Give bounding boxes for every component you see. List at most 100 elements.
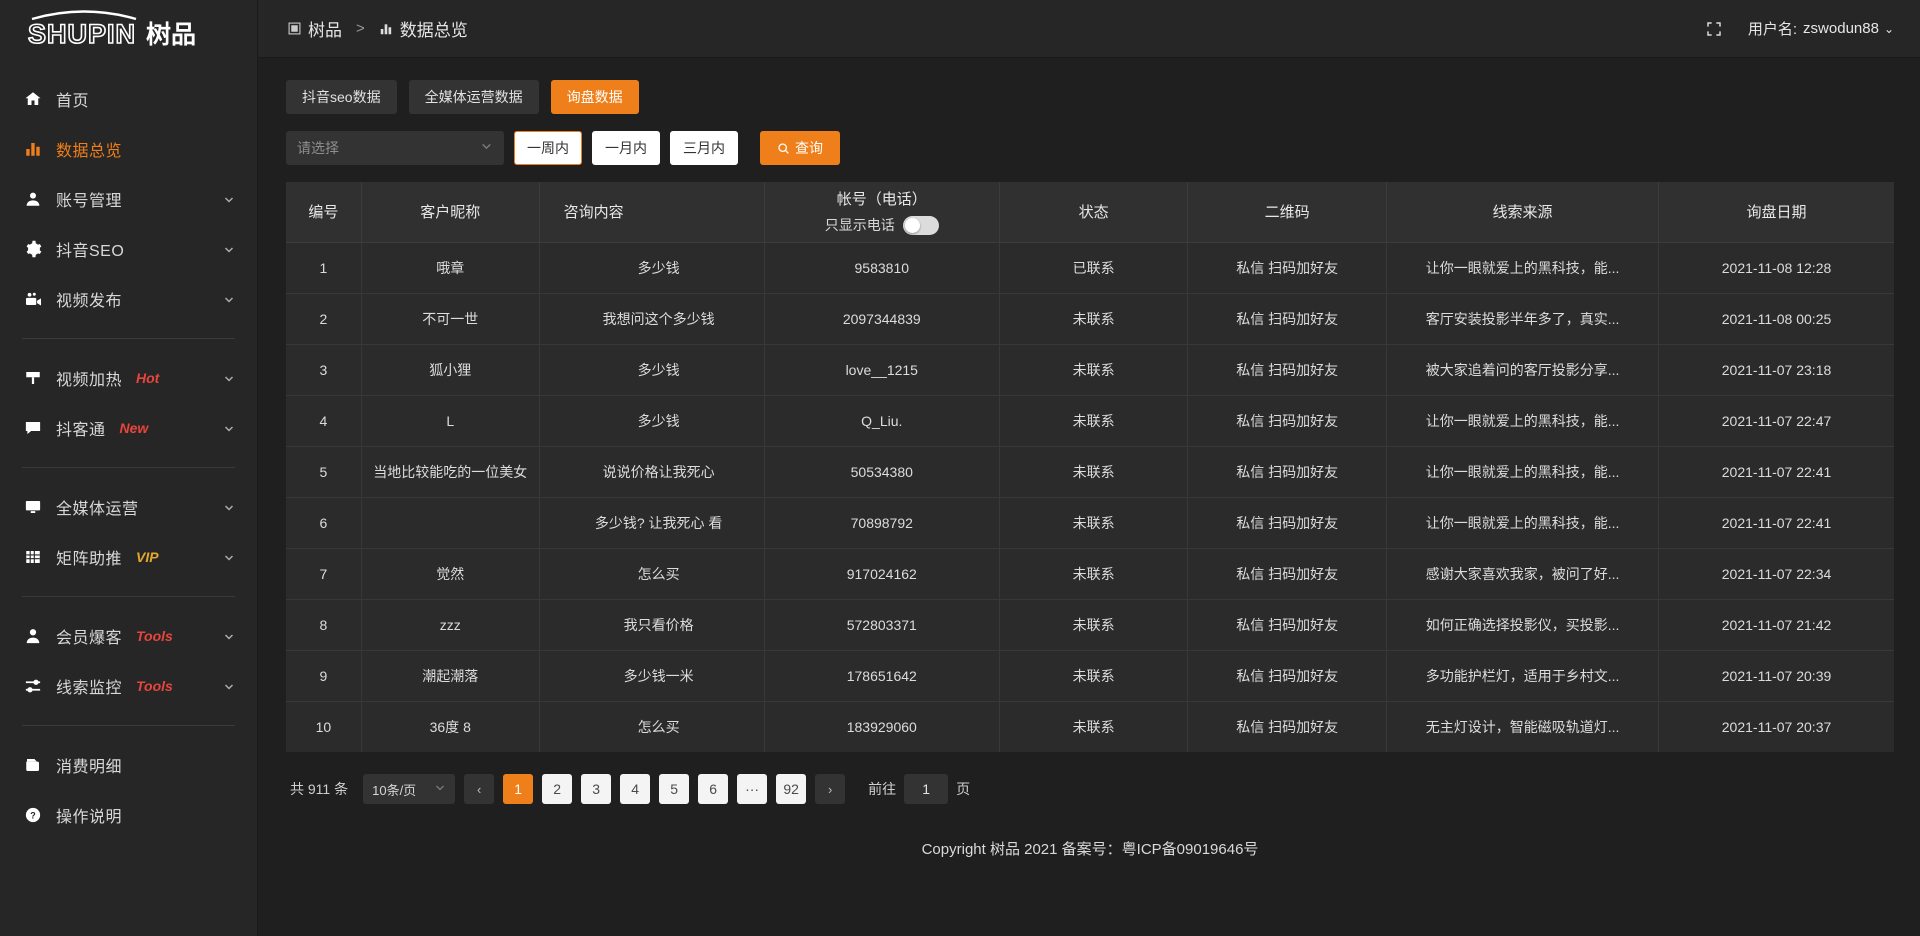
sidebar-item-omnimedia-operations[interactable]: 全媒体运营 xyxy=(0,482,257,532)
tab-bar: 抖音seo数据 全媒体运营数据 询盘数据 xyxy=(286,80,1894,114)
pagination-page-4[interactable]: 4 xyxy=(620,774,651,804)
phone-only-toggle[interactable] xyxy=(902,215,939,235)
sidebar-item-douketong[interactable]: 抖客通 New xyxy=(0,403,257,453)
cell-date: 2021-11-07 22:34 xyxy=(1658,548,1894,600)
range-one-month-button[interactable]: 一月内 xyxy=(592,131,660,165)
cell-source[interactable]: 让你一眼就爱上的黑科技，能... xyxy=(1386,242,1660,294)
pagination-page-1[interactable]: 1 xyxy=(503,774,534,804)
cell-source[interactable]: 客厅安装投影半年多了，真实... xyxy=(1386,293,1660,345)
pagination-page-6[interactable]: 6 xyxy=(698,774,729,804)
cell-qrcode[interactable]: 私信 扫码加好友 xyxy=(1187,701,1388,752)
cell-source[interactable]: 被大家追着问的客厅投影分享... xyxy=(1386,344,1660,396)
sidebar: SHUPIN 树品 首页 数据总览 xyxy=(0,0,258,936)
tab-inquiry-data[interactable]: 询盘数据 xyxy=(550,80,639,114)
wallet-icon xyxy=(22,754,44,776)
cell-source[interactable]: 感谢大家喜欢我家，被问了好... xyxy=(1386,548,1660,600)
cell-qrcode[interactable]: 私信 扫码加好友 xyxy=(1187,599,1388,651)
column-header-id: 编号 xyxy=(286,182,362,243)
tab-omnimedia-data[interactable]: 全媒体运营数据 xyxy=(408,80,539,114)
table-row[interactable]: 6 多少钱? 让我死心 看 70898792 未联系 私信 扫码加好友 让你一眼… xyxy=(286,497,1894,549)
pagination-page-3[interactable]: 3 xyxy=(581,774,612,804)
phone-only-label: 只显示电话 xyxy=(824,217,895,234)
sidebar-item-label: 抖客通 xyxy=(56,422,106,439)
sidebar-item-label: 账号管理 xyxy=(56,193,123,210)
cell-source[interactable]: 让你一眼就爱上的黑科技，能... xyxy=(1386,395,1660,447)
cell-source[interactable]: 无主灯设计，智能磁吸轨道灯... xyxy=(1386,701,1660,752)
table-row[interactable]: 7 觉然 怎么买 917024162 未联系 私信 扫码加好友 感谢大家喜欢我家… xyxy=(286,548,1894,600)
cell-inquiry: 怎么买 xyxy=(539,548,765,600)
cell-qrcode[interactable]: 私信 扫码加好友 xyxy=(1187,446,1388,498)
cell-qrcode[interactable]: 私信 扫码加好友 xyxy=(1187,497,1388,549)
tab-douyin-seo-data[interactable]: 抖音seo数据 xyxy=(286,80,397,114)
cell-source[interactable]: 多功能护栏灯，适用于乡村文... xyxy=(1386,650,1660,702)
cell-date: 2021-11-07 20:37 xyxy=(1721,718,1832,735)
jump-unit: 页 xyxy=(956,781,971,797)
sidebar-item-video-boost[interactable]: 视频加热 Hot xyxy=(0,353,257,403)
topbar: 树品 > 数据总览 用户名: zswodun8 xyxy=(258,0,1920,58)
fullscreen-icon[interactable] xyxy=(1706,21,1722,37)
sidebar-item-lead-monitoring[interactable]: 线索监控 Tools xyxy=(0,661,257,711)
table-row[interactable]: 4 L 多少钱 Q_Liu. 未联系 私信 扫码加好友 让你一眼就爱上的黑科技，… xyxy=(286,395,1894,447)
query-button[interactable]: 查询 xyxy=(760,131,840,165)
sidebar-item-home[interactable]: 首页 xyxy=(0,74,257,124)
cell-account: Q_Liu. xyxy=(764,395,1000,447)
filter-bar: 请选择 一周内 一月内 三月内 查询 xyxy=(286,131,1894,165)
account-select[interactable]: 请选择 xyxy=(286,131,504,165)
cell-qrcode[interactable]: 私信 扫码加好友 xyxy=(1187,344,1388,396)
pagination-jump: 前往 页 xyxy=(868,774,970,804)
table-row[interactable]: 10 36度 8 怎么买 183929060 未联系 私信 扫码加好友 无主灯设… xyxy=(286,701,1894,752)
content: 抖音seo数据 全媒体运营数据 询盘数据 请选择 一周内 一月内 三月内 xyxy=(258,58,1920,936)
cell-id: 8 xyxy=(286,599,362,651)
sidebar-item-consumption-details[interactable]: 消费明细 xyxy=(0,740,257,790)
svg-text:SHUPIN: SHUPIN xyxy=(28,19,136,49)
pagination-page-5[interactable]: 5 xyxy=(659,774,690,804)
sidebar-item-douyin-seo[interactable]: 抖音SEO xyxy=(0,224,257,274)
range-one-week-button[interactable]: 一周内 xyxy=(514,131,582,165)
jump-page-input[interactable] xyxy=(904,774,949,804)
breadcrumb-item-current[interactable]: 数据总览 xyxy=(379,16,468,41)
pagination-page-2[interactable]: 2 xyxy=(542,774,573,804)
sidebar-item-label: 首页 xyxy=(56,93,90,110)
table-row[interactable]: 1 哦章 多少钱 9583810 已联系 私信 扫码加好友 让你一眼就爱上的黑科… xyxy=(286,242,1894,294)
cell-qrcode[interactable]: 私信 扫码加好友 xyxy=(1187,650,1388,702)
table-row[interactable]: 2 不可一世 我想问这个多少钱 2097344839 未联系 私信 扫码加好友 … xyxy=(286,293,1894,345)
cell-source[interactable]: 让你一眼就爱上的黑科技，能... xyxy=(1386,446,1660,498)
sliders-icon xyxy=(22,675,44,697)
user-menu[interactable]: 用户名: zswodun88 ⌄ xyxy=(1748,18,1894,39)
table-row[interactable]: 5 当地比较能吃的一位美女 说说价格让我死心 50534380 未联系 私信 扫… xyxy=(286,446,1894,498)
cell-source[interactable]: 让你一眼就爱上的黑科技，能... xyxy=(1386,497,1660,549)
cell-qrcode[interactable]: 私信 扫码加好友 xyxy=(1187,293,1388,345)
pagination-next-button[interactable]: › xyxy=(815,774,846,804)
cell-nickname: 觉然 xyxy=(361,548,540,600)
cell-id: 2 xyxy=(286,293,362,345)
cell-qrcode[interactable]: 私信 扫码加好友 xyxy=(1187,242,1388,294)
chevron-down-icon xyxy=(223,501,235,513)
range-three-months-button[interactable]: 三月内 xyxy=(670,131,738,165)
pagination-page-last[interactable]: 92 xyxy=(776,774,807,804)
cell-nickname: 当地比较能吃的一位美女 xyxy=(361,446,540,498)
cell-inquiry: 多少钱 xyxy=(539,395,765,447)
sidebar-item-label: 数据总览 xyxy=(56,143,123,160)
cell-qrcode[interactable]: 私信 扫码加好友 xyxy=(1187,548,1388,600)
breadcrumb-separator: > xyxy=(356,20,365,37)
sidebar-item-data-overview[interactable]: 数据总览 xyxy=(0,124,257,174)
breadcrumb-item-root[interactable]: 树品 xyxy=(288,16,342,41)
column-header-account-inner: 帐号（电话） 只显示电话 xyxy=(773,188,991,235)
sidebar-item-member-growth[interactable]: 会员爆客 Tools xyxy=(0,611,257,661)
sidebar-item-matrix-boost[interactable]: 矩阵助推 VIP xyxy=(0,532,257,582)
table-row[interactable]: 3 狐小狸 多少钱 love__1215 未联系 私信 扫码加好友 被大家追着问… xyxy=(286,344,1894,396)
main-area: 树品 > 数据总览 用户名: zswodun8 xyxy=(258,0,1920,936)
cell-qrcode[interactable]: 私信 扫码加好友 xyxy=(1187,395,1388,447)
video-camera-icon xyxy=(22,288,44,310)
sidebar-item-account-management[interactable]: 账号管理 xyxy=(0,174,257,224)
sidebar-item-video-publish[interactable]: 视频发布 xyxy=(0,274,257,324)
logo[interactable]: SHUPIN 树品 xyxy=(0,0,257,58)
pagination-prev-button[interactable]: ‹ xyxy=(464,774,495,804)
cell-source[interactable]: 如何正确选择投影仪，买投影... xyxy=(1386,599,1660,651)
sidebar-item-instructions[interactable]: ? 操作说明 xyxy=(0,790,257,840)
column-header-qrcode: 二维码 xyxy=(1187,182,1388,243)
table-row[interactable]: 8 zzz 我只看价格 572803371 未联系 私信 扫码加好友 如何正确选… xyxy=(286,599,1894,651)
page-size-select[interactable]: 10条/页 xyxy=(363,774,456,804)
pagination-ellipsis[interactable]: ··· xyxy=(737,774,768,804)
table-row[interactable]: 9 潮起潮落 多少钱一米 178651642 未联系 私信 扫码加好友 多功能护… xyxy=(286,650,1894,702)
